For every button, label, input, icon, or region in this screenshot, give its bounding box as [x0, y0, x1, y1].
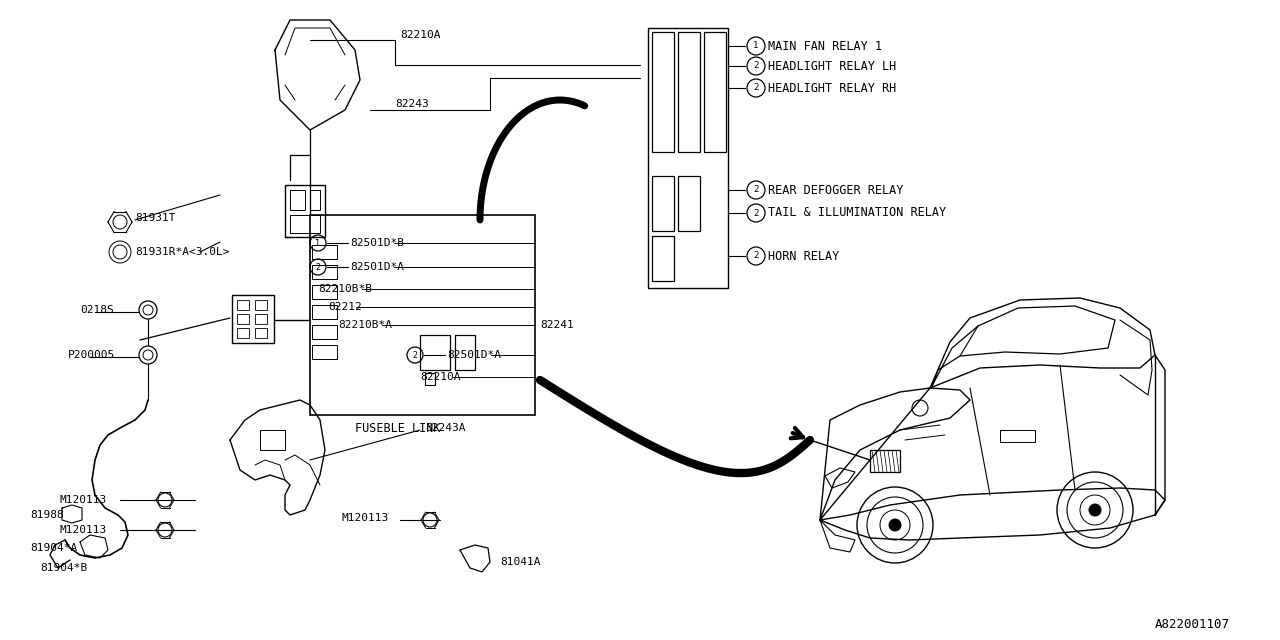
Text: 82501D*A: 82501D*A [349, 262, 404, 272]
Text: 82210B*A: 82210B*A [338, 320, 392, 330]
Bar [704, 32, 726, 152]
Text: 2: 2 [754, 83, 759, 93]
Text: 81041A: 81041A [500, 557, 540, 567]
Text: 1: 1 [315, 239, 320, 248]
Bar [652, 32, 675, 152]
Text: M120113: M120113 [60, 525, 108, 535]
Text: 82501D*A: 82501D*A [447, 350, 500, 360]
Bar [237, 300, 250, 310]
Bar [870, 450, 900, 472]
Text: 81931R*A<3.0L>: 81931R*A<3.0L> [134, 247, 229, 257]
Bar [255, 314, 268, 324]
Text: HORN RELAY: HORN RELAY [768, 250, 840, 262]
Text: 81904*B: 81904*B [40, 563, 87, 573]
Bar [312, 285, 337, 299]
Text: 82210A: 82210A [399, 30, 440, 40]
Bar [291, 215, 320, 233]
Text: M120113: M120113 [342, 513, 389, 523]
Text: 82243A: 82243A [425, 423, 466, 433]
Circle shape [1089, 504, 1101, 516]
Bar [312, 345, 337, 359]
Bar [255, 328, 268, 338]
Text: 81904*A: 81904*A [29, 543, 77, 553]
Bar [312, 325, 337, 339]
Text: A822001107: A822001107 [1155, 618, 1230, 632]
Text: 82212: 82212 [328, 302, 362, 312]
Text: REAR DEFOGGER RELAY: REAR DEFOGGER RELAY [768, 184, 904, 196]
Bar [312, 245, 337, 259]
Text: 82501D*B: 82501D*B [349, 238, 404, 248]
Text: M120113: M120113 [60, 495, 108, 505]
Text: 82241: 82241 [540, 320, 573, 330]
Circle shape [890, 519, 901, 531]
Text: 82210A: 82210A [420, 372, 461, 382]
Bar [255, 300, 268, 310]
Bar [285, 185, 325, 237]
Bar [652, 236, 675, 281]
Bar [310, 190, 320, 210]
Bar [454, 335, 475, 370]
Text: HEADLIGHT RELAY LH: HEADLIGHT RELAY LH [768, 60, 896, 72]
Bar [310, 215, 535, 415]
Text: 2: 2 [754, 186, 759, 195]
Bar [232, 295, 274, 343]
Bar [425, 373, 435, 385]
Text: 2: 2 [315, 262, 320, 271]
Text: 2: 2 [412, 351, 417, 360]
Text: 2: 2 [754, 252, 759, 260]
Text: TAIL & ILLUMINATION RELAY: TAIL & ILLUMINATION RELAY [768, 207, 946, 220]
Text: 82210B*B: 82210B*B [317, 284, 372, 294]
Bar [312, 265, 337, 279]
Bar [652, 176, 675, 231]
Text: MAIN FAN RELAY 1: MAIN FAN RELAY 1 [768, 40, 882, 52]
Text: P200005: P200005 [68, 350, 115, 360]
Text: 81931T: 81931T [134, 213, 175, 223]
Bar [312, 305, 337, 319]
Bar [237, 328, 250, 338]
Bar [291, 190, 305, 210]
Bar [678, 176, 700, 231]
Text: 82243: 82243 [396, 99, 429, 109]
Bar [237, 314, 250, 324]
Text: HEADLIGHT RELAY RH: HEADLIGHT RELAY RH [768, 81, 896, 95]
Bar [420, 335, 451, 370]
Text: 0218S: 0218S [79, 305, 114, 315]
Bar [648, 28, 728, 288]
Bar [1000, 430, 1036, 442]
Bar [678, 32, 700, 152]
Text: 2: 2 [754, 209, 759, 218]
Bar [260, 430, 285, 450]
Text: 2: 2 [754, 61, 759, 70]
Text: 81988: 81988 [29, 510, 64, 520]
Text: FUSEBLE LINK: FUSEBLE LINK [355, 422, 440, 435]
Text: 1: 1 [754, 42, 759, 51]
